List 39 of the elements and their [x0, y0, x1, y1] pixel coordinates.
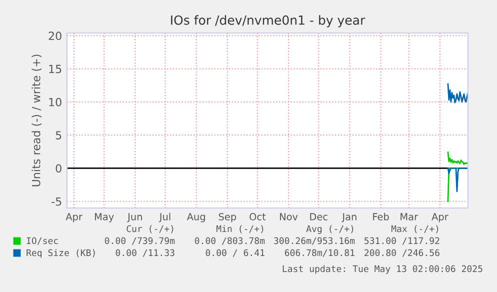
- x-tick-label: May: [94, 213, 114, 222]
- x-tick-label: Jan: [342, 213, 356, 222]
- text: 531.00 /117.92: [364, 237, 440, 245]
- text: Cur (-/+): [126, 225, 174, 234]
- x-tick-label: Apr: [432, 213, 448, 222]
- y-tick-label: 5: [56, 131, 62, 140]
- y-tick-label: 0: [56, 164, 62, 173]
- y-tick-label: 15: [49, 64, 62, 74]
- y-tick-label: 20: [48, 32, 62, 40]
- x-tick-label: Sep: [218, 213, 236, 222]
- text: Min (-/+): [216, 225, 264, 234]
- y-tick-label: 10: [49, 98, 62, 106]
- text: Last update: Tue May 13 02:00:06 2025: [282, 265, 482, 274]
- x-tick-label: Aug: [186, 213, 205, 222]
- text: 0.00 / 6.41: [206, 249, 264, 257]
- x-tick-label: Jun: [127, 213, 142, 222]
- text: Max (-/+): [391, 225, 438, 234]
- x-tick-label: Apr: [66, 213, 82, 222]
- legend-label: Req Size (KB): [26, 249, 95, 258]
- text: Avg (-/+): [306, 225, 354, 234]
- legend-label: IO/sec: [26, 237, 58, 245]
- x-tick-label: Mar: [400, 213, 418, 220]
- text: 0.00 /739.79m: [104, 237, 175, 245]
- text: 300.26m/953.16m: [274, 237, 355, 245]
- line-series: [447, 83, 468, 104]
- text: 200.80 /246.56: [364, 249, 440, 257]
- text: 606.78m/10.81: [284, 249, 354, 257]
- line-series: [447, 152, 468, 165]
- x-tick-label: Jul: [158, 212, 170, 222]
- y-tick-label: -5: [52, 197, 62, 206]
- x-tick-label: Dec: [310, 213, 328, 220]
- x-tick-label: Nov: [280, 213, 298, 220]
- chart-title: IOs for /dev/nvme0n1 - by year: [171, 15, 366, 28]
- line-series: [447, 168, 468, 192]
- text: 0.00 /11.33: [116, 249, 174, 257]
- x-tick-label: Feb: [373, 212, 389, 220]
- y-axis-title: Units read (-) / write (+): [32, 54, 42, 186]
- x-tick-label: Oct: [250, 213, 266, 220]
- text: 0.00 /803.78m: [194, 237, 265, 245]
